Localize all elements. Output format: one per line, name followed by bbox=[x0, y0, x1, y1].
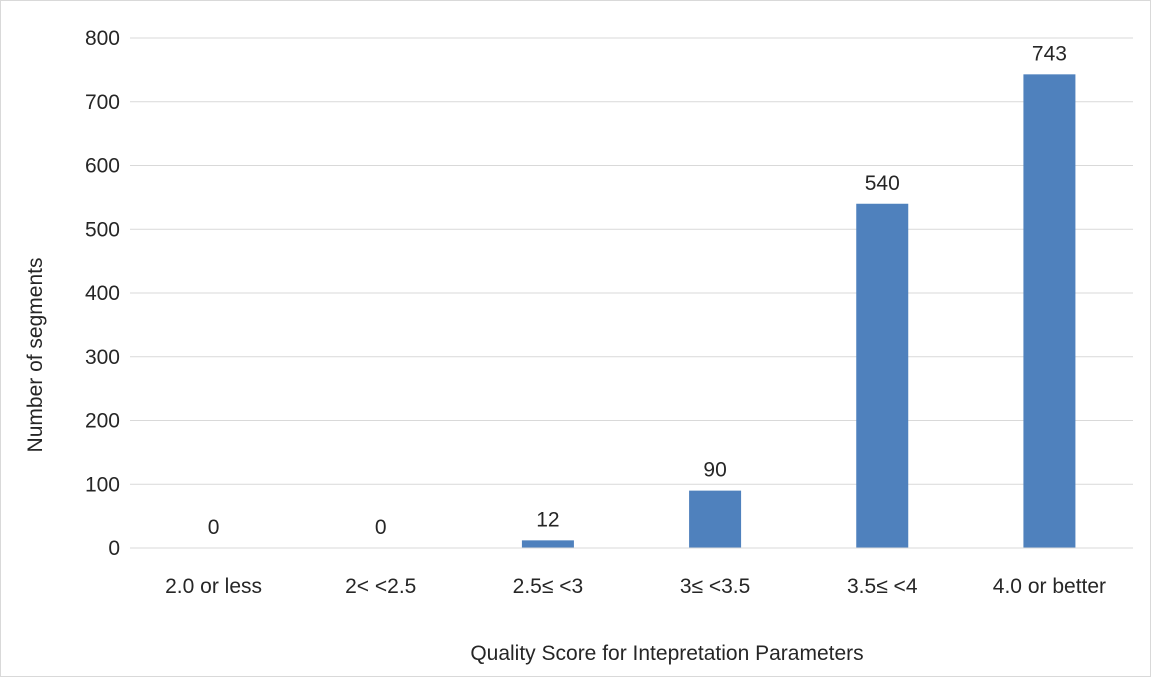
data-label: 90 bbox=[703, 459, 726, 482]
data-label: 0 bbox=[208, 516, 220, 539]
bars bbox=[521, 74, 1076, 549]
x-tick-label: 2< <2.5 bbox=[345, 575, 416, 598]
y-tick-label: 600 bbox=[85, 155, 120, 178]
data-labels: 0 0 12 90 540 743 bbox=[208, 42, 1067, 539]
data-label: 0 bbox=[375, 516, 387, 539]
data-label: 743 bbox=[1032, 42, 1067, 65]
y-axis-title: Number of segments bbox=[24, 258, 47, 453]
y-tick-label: 700 bbox=[85, 91, 120, 114]
y-axis-ticks: 0 100 200 300 400 500 600 700 800 bbox=[85, 27, 120, 560]
y-tick-label: 500 bbox=[85, 218, 120, 241]
x-tick-label: 3.5≤ <4 bbox=[847, 575, 918, 598]
y-tick-label: 100 bbox=[85, 473, 120, 496]
x-axis-title: Quality Score for Intepretation Paramete… bbox=[470, 642, 863, 665]
data-label: 540 bbox=[865, 172, 900, 195]
y-tick-label: 800 bbox=[85, 27, 120, 50]
bar bbox=[689, 490, 742, 548]
data-label: 12 bbox=[536, 508, 559, 531]
x-tick-label: 3≤ <3.5 bbox=[680, 575, 751, 598]
y-tick-label: 0 bbox=[108, 537, 120, 560]
x-tick-label: 4.0 or better bbox=[993, 575, 1106, 598]
bar bbox=[521, 540, 574, 548]
x-tick-label: 2.5≤ <3 bbox=[513, 575, 584, 598]
bar bbox=[1023, 74, 1076, 549]
y-tick-label: 200 bbox=[85, 410, 120, 433]
x-tick-label: 2.0 or less bbox=[165, 575, 262, 598]
gridlines bbox=[130, 37, 1133, 485]
bar bbox=[856, 203, 909, 548]
y-tick-label: 400 bbox=[85, 282, 120, 305]
y-tick-label: 300 bbox=[85, 346, 120, 369]
x-axis-ticks: 2.0 or less 2< <2.5 2.5≤ <3 3≤ <3.5 3.5≤ <4 4… bbox=[165, 575, 1106, 598]
